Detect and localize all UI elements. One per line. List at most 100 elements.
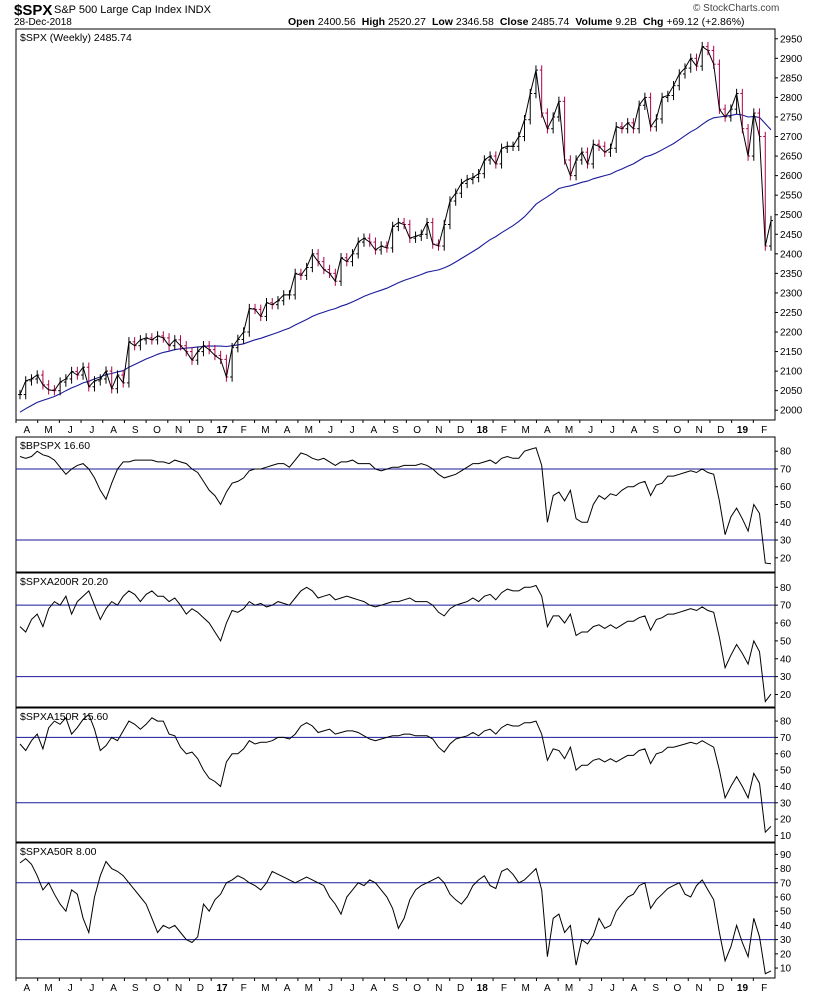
y-tick-label: 2550 <box>780 191 803 202</box>
y-tick-label: 2200 <box>780 328 803 339</box>
y-tick-label: 2500 <box>780 210 803 221</box>
x-tick-label: A <box>631 983 638 994</box>
y-tick-label: 70 <box>780 464 792 475</box>
x-tick-label: M <box>44 425 52 436</box>
x-tick-label: S <box>652 425 659 436</box>
x-tick-label: M <box>565 425 573 436</box>
y-tick-label: 2150 <box>780 347 803 358</box>
y-tick-label: 2800 <box>780 93 803 104</box>
panel-frame <box>15 28 776 421</box>
y-tick-label: 60 <box>780 482 792 493</box>
indicator-line <box>19 713 772 834</box>
y-tick-label: 2850 <box>780 73 803 84</box>
y-tick-label: 60 <box>780 749 792 760</box>
y-tick-label: 40 <box>780 654 792 665</box>
x-tick-label: F <box>241 983 247 994</box>
y-tick-label: 90 <box>780 850 792 861</box>
x-tick-label: N <box>435 425 442 436</box>
y-tick-label: 60 <box>780 893 792 904</box>
y-tick-label: 2750 <box>780 112 803 123</box>
chart-panel-3: 10 20 30 40 50 60 70 80 $SPXA150R 15.60 <box>15 707 792 843</box>
x-tick-label: S <box>652 983 659 994</box>
chart-panel-0: 2000 2050 2100 2150 2200 2250 2300 2350 2400 2450… <box>15 28 803 421</box>
y-tick-label: 30 <box>780 536 792 547</box>
y-tick-label: 20 <box>780 553 792 564</box>
x-tick-label: A <box>24 983 31 994</box>
chart-panel-1: 20 30 40 50 60 70 80 $BPSPX 16.60 <box>15 436 792 573</box>
y-tick-label: 2350 <box>780 269 803 280</box>
chart-panel-2: 20 30 40 50 60 70 80 $SPXA200R 20.20 <box>15 572 792 708</box>
x-tick-label: D <box>717 425 724 436</box>
panel-legend: $SPXA150R 15.60 <box>20 711 108 723</box>
x-tick-label: M <box>305 425 313 436</box>
y-tick-label: 2600 <box>780 171 803 182</box>
x-tick-label: N <box>175 425 182 436</box>
y-tick-label: 60 <box>780 619 792 630</box>
ohlc-readout: Open 2400.56 High 2520.27 Low 2346.58 Close… <box>288 16 751 28</box>
x-tick-label: M <box>305 983 313 994</box>
x-tick-label: A <box>284 425 291 436</box>
y-tick-label: 50 <box>780 766 792 777</box>
y-tick-label: 30 <box>780 935 792 946</box>
x-tick-label: A <box>110 983 117 994</box>
x-tick-label: A <box>284 983 291 994</box>
panel-legend: $SPXA200R 20.20 <box>20 576 108 588</box>
ohlc-value: +69.12 (+2.86%) <box>666 16 745 28</box>
x-tick-label: A <box>370 983 377 994</box>
y-tick-label: 2300 <box>780 288 803 299</box>
x-tick-label: J <box>68 425 73 436</box>
x-tick-label: A <box>110 425 117 436</box>
panel-legend: $SPX (Weekly) 2485.74 <box>20 32 132 44</box>
x-tick-label: F <box>761 983 767 994</box>
y-tick-label: 2400 <box>780 249 803 260</box>
chart-date: 28-Dec-2018 <box>14 17 72 28</box>
y-tick-label: 2900 <box>780 54 803 65</box>
panel-legend: $SPXA50R 8.00 <box>20 846 97 858</box>
x-tick-label: J <box>328 983 333 994</box>
ohlc-label: High <box>361 16 388 28</box>
x-tick-label: J <box>588 425 593 436</box>
x-tick-label: D <box>717 983 724 994</box>
x-tick-label: M <box>261 983 269 994</box>
ohlc-label: Close <box>499 16 532 28</box>
x-tick-label: S <box>392 425 399 436</box>
x-tick-label: M <box>565 983 573 994</box>
x-tick-label: O <box>153 425 161 436</box>
y-tick-label: 40 <box>780 921 792 932</box>
x-tick-label: O <box>674 983 682 994</box>
panel-frame <box>15 842 776 979</box>
indicator-line <box>19 857 772 975</box>
y-tick-label: 2250 <box>780 308 803 319</box>
x-tick-label: F <box>501 425 507 436</box>
x-tick-label: J <box>68 983 73 994</box>
x-tick-label: M <box>44 983 52 994</box>
x-tick-label: 18 <box>477 983 489 994</box>
x-tick-label: A <box>631 425 638 436</box>
ohlc-value: 2346.58 <box>455 16 494 28</box>
chart-panel-4: 10 20 30 40 50 60 70 80 90 $SPXA50R 8.00 <box>15 842 792 979</box>
y-tick-label: 70 <box>780 733 792 744</box>
y-tick-label: 2100 <box>780 367 803 378</box>
x-tick-label: M <box>261 425 269 436</box>
x-tick-label: 19 <box>737 425 749 436</box>
x-tick-label: J <box>89 425 94 436</box>
ohlc-value: 9.2B <box>615 16 637 28</box>
y-tick-label: 40 <box>780 518 792 529</box>
x-tick-label: M <box>521 425 529 436</box>
x-tick-label: S <box>132 983 139 994</box>
y-tick-label: 50 <box>780 636 792 647</box>
x-tick-label: N <box>695 425 702 436</box>
y-tick-label: 80 <box>780 717 792 728</box>
x-tick-label: J <box>328 425 333 436</box>
x-tick-label: F <box>501 983 507 994</box>
x-tick-label: O <box>413 983 421 994</box>
ohlc-value: 2485.74 <box>531 16 570 28</box>
x-tick-label: O <box>413 425 421 436</box>
x-tick-label: D <box>197 425 204 436</box>
y-tick-label: 70 <box>780 878 792 889</box>
x-tick-label: J <box>588 983 593 994</box>
y-tick-label: 2000 <box>780 406 803 417</box>
x-tick-label: 17 <box>216 425 228 436</box>
x-axis-bottom: A M J J A S O N D 17 F M A M J J A S O N D 18 F M A M J J A S O N D 19 F <box>15 978 767 994</box>
y-tick-label: 2450 <box>780 230 803 241</box>
